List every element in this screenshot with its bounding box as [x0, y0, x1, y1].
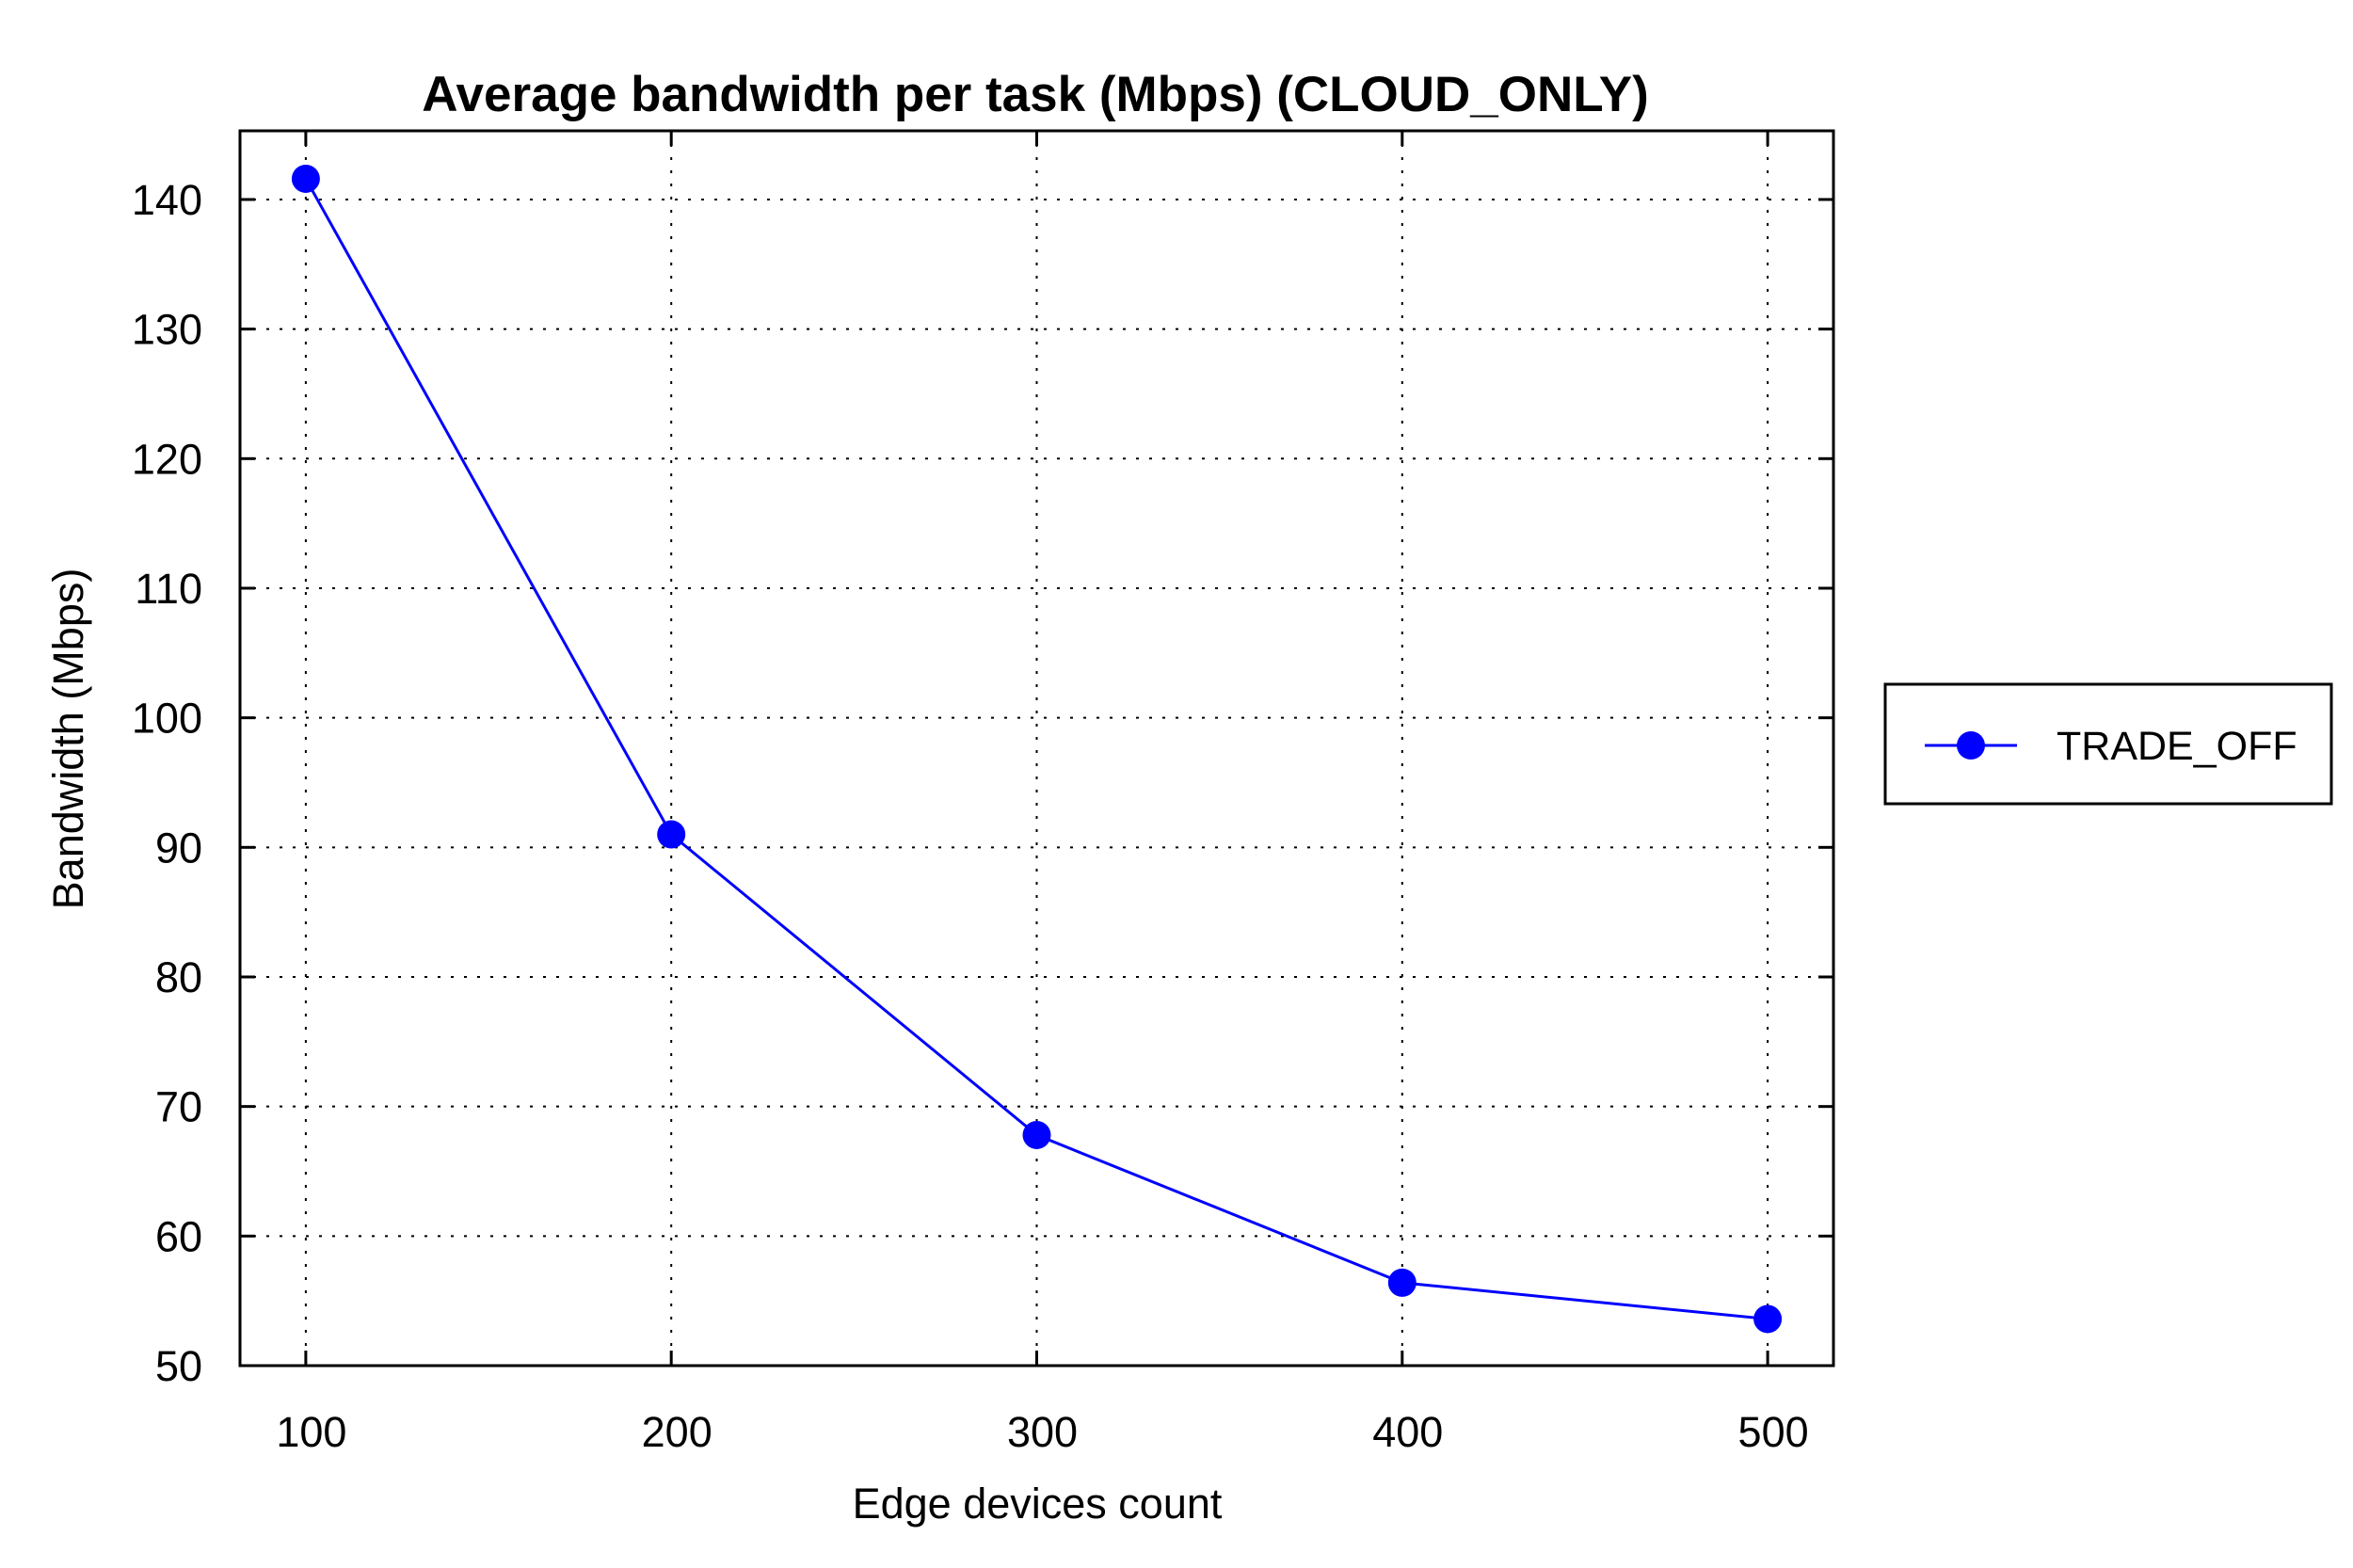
y-tick-label: 130 [132, 306, 202, 354]
x-tick-label: 300 [1007, 1408, 1078, 1456]
legend-marker [1957, 731, 1985, 760]
legend: TRADE_OFF [1883, 682, 2333, 806]
y-tick-label: 70 [155, 1083, 202, 1131]
data-point [291, 164, 320, 193]
legend-label-trade-off: TRADE_OFF [2057, 724, 2297, 769]
x-tick-label: 500 [1738, 1408, 1809, 1456]
series-trade-off [291, 164, 1783, 1334]
y-tick-labels: 50 60 70 80 90 100 110 120 130 140 [132, 176, 202, 1390]
y-tick-label: 90 [155, 824, 202, 872]
x-axis-label: Edge devices count [853, 1480, 1223, 1528]
gridlines [240, 131, 1833, 1366]
data-point [1022, 1120, 1051, 1149]
chart-title: Average bandwidth per task (Mbps) (CLOUD… [422, 67, 1649, 122]
y-tick-label: 120 [132, 435, 202, 483]
y-tick-label: 50 [155, 1342, 202, 1390]
y-tick-label: 110 [135, 565, 202, 613]
axes [238, 129, 1835, 1368]
data-point [657, 820, 686, 849]
y-tick-label: 100 [132, 695, 202, 743]
x-tick-label: 200 [642, 1408, 712, 1456]
data-point [1753, 1304, 1783, 1334]
y-tick-label: 60 [155, 1212, 202, 1260]
x-tick-labels: 100 200 300 400 500 [276, 1408, 1808, 1456]
data-point [1387, 1268, 1417, 1297]
y-tick-label: 140 [132, 176, 202, 224]
y-tick-label: 80 [155, 953, 202, 1001]
x-tick-label: 400 [1372, 1408, 1443, 1456]
x-tick-label: 100 [276, 1408, 346, 1456]
plot-frame [238, 129, 1835, 1368]
y-axis-label: Bandwidth (Mbps) [44, 568, 92, 910]
